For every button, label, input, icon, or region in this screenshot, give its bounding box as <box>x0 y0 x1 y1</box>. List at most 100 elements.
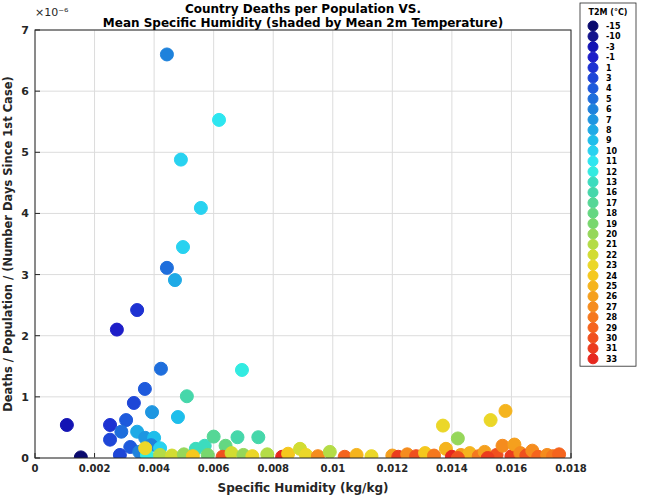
legend-swatch <box>588 281 598 291</box>
legend-label: 21 <box>606 240 618 249</box>
legend-label: 33 <box>606 355 617 364</box>
legend-swatch <box>588 135 598 145</box>
grid-line <box>35 152 571 153</box>
legend-label: -3 <box>606 43 615 52</box>
scatter-point <box>146 406 159 419</box>
scatter-point <box>176 241 189 254</box>
scatter-point <box>207 430 220 443</box>
scatter-point <box>428 449 441 458</box>
legend-swatch <box>588 115 598 125</box>
legend-label: 10 <box>606 147 618 156</box>
legend-label: 24 <box>606 272 618 281</box>
y-tick-label: 5 <box>21 146 29 159</box>
x-tick-label: 0.006 <box>198 463 230 474</box>
legend-swatch <box>588 229 598 239</box>
scatter-point <box>171 411 184 424</box>
plot-frame <box>35 30 571 458</box>
legend-label: -1 <box>606 53 615 62</box>
legend-swatch <box>588 73 598 83</box>
grid-line <box>35 274 571 275</box>
legend-box <box>580 3 636 366</box>
scatter-point <box>120 414 133 427</box>
legend-swatch <box>588 239 598 249</box>
legend-label: 1 <box>606 64 612 73</box>
points <box>60 48 565 458</box>
legend-swatch <box>588 156 598 166</box>
scatter-point <box>174 153 187 166</box>
legend-label: 3 <box>606 74 612 83</box>
legend-swatch <box>588 219 598 229</box>
y-tick-label: 2 <box>21 330 29 343</box>
legend-swatch <box>588 302 598 312</box>
legend-label: 25 <box>606 282 618 291</box>
legend-label: 13 <box>606 178 617 187</box>
scatter-point <box>165 449 178 458</box>
legend-label: 7 <box>606 116 612 125</box>
legend-swatch <box>588 104 598 114</box>
legend-swatch <box>588 312 598 322</box>
x-tick-label: 0.004 <box>138 463 170 474</box>
scatter-point <box>225 447 238 458</box>
grid-line <box>213 30 214 458</box>
scatter-point <box>231 431 244 444</box>
legend-swatch <box>588 271 598 281</box>
tick-mark <box>35 213 40 214</box>
legend-label: 27 <box>606 303 617 312</box>
scatter-point <box>553 448 566 458</box>
tick-mark <box>35 396 40 397</box>
legend-swatch <box>588 42 598 52</box>
legend-label: 30 <box>606 334 618 343</box>
scatter-point <box>481 452 494 459</box>
scatter-point <box>139 442 152 455</box>
scatter-point <box>213 113 226 126</box>
scatter-point <box>127 396 140 409</box>
grid-line <box>511 30 512 458</box>
legend-swatch <box>588 167 598 177</box>
tick-mark <box>35 152 40 153</box>
subtitle: Mean Specific Humidity (shaded by Mean 2… <box>103 16 503 30</box>
scatter-point <box>350 448 363 458</box>
scatter-point <box>451 452 464 459</box>
legend-label: 17 <box>606 199 617 208</box>
x-tick-label: 0.016 <box>496 463 528 474</box>
legend-swatch <box>588 177 598 187</box>
y-tick-label: 4 <box>21 207 29 220</box>
scatter-point <box>261 448 274 458</box>
y-tick-label: 7 <box>21 24 29 37</box>
tick-mark <box>35 91 40 92</box>
legend-label: 18 <box>606 209 618 218</box>
scatter-point <box>138 382 151 395</box>
grid-line <box>332 30 333 458</box>
legend-title: T2M (°C) <box>589 8 628 17</box>
scatter-point <box>160 261 173 274</box>
legend-label: 19 <box>606 220 618 229</box>
scatter-point <box>180 390 193 403</box>
legend-label: 31 <box>606 344 618 353</box>
axis-multiplier: ×10⁻⁶ <box>35 6 69 19</box>
scatter-point <box>235 363 248 376</box>
legend-swatch <box>588 21 598 31</box>
legend-swatch <box>588 208 598 218</box>
scatter-point <box>104 418 117 431</box>
legend-swatch <box>588 343 598 353</box>
tick-mark <box>35 274 40 275</box>
legend-label: 5 <box>606 95 612 104</box>
legend-swatch <box>588 333 598 343</box>
scatter-point <box>484 414 497 427</box>
scatter-point <box>323 445 336 458</box>
scatter-point <box>436 419 449 432</box>
scatter-point <box>282 447 295 458</box>
scatter-point <box>194 201 207 214</box>
legend-swatch <box>588 187 598 197</box>
x-tick-label: 0.018 <box>555 463 587 474</box>
legend-swatch <box>588 94 598 104</box>
legend-label: 11 <box>606 157 618 166</box>
legend-label: 26 <box>606 292 618 301</box>
legend-label: -10 <box>606 32 621 41</box>
grid-line <box>35 396 571 397</box>
scatter-point <box>299 448 312 458</box>
chart-root: 00.0020.0040.0060.0080.010.0120.0140.016… <box>0 0 650 499</box>
legend-swatch <box>588 125 598 135</box>
scatter-point <box>496 439 509 452</box>
scatter-point <box>499 404 512 417</box>
